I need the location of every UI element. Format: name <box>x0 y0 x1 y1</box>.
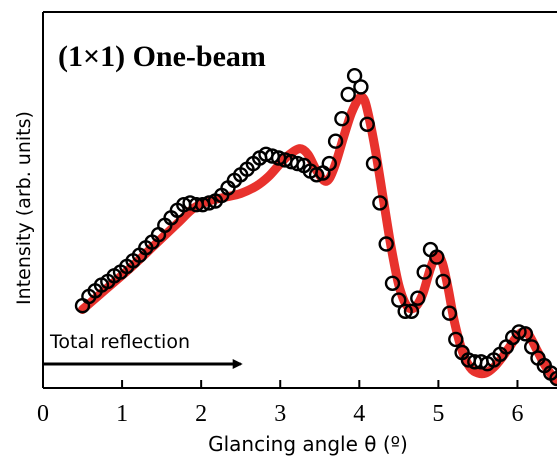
data-point <box>334 110 350 127</box>
data-point <box>289 155 306 172</box>
data-point <box>359 116 375 133</box>
data-point <box>429 249 445 265</box>
annotation-label: Total reflection <box>49 331 190 353</box>
data-point <box>201 195 217 211</box>
x-tick-label: 5 <box>432 401 444 427</box>
data-point <box>403 303 420 319</box>
x-axis-label: Glancing angle θ (º) <box>208 432 408 456</box>
data-point <box>391 292 407 308</box>
data-point <box>365 155 382 172</box>
data-point <box>511 324 527 340</box>
x-tick-label: 0 <box>37 401 49 427</box>
data-point <box>321 155 337 172</box>
chart-title: (1×1) One-beam <box>58 40 266 73</box>
x-tick-label: 3 <box>274 401 286 427</box>
data-point <box>372 195 388 211</box>
data-point <box>378 236 394 252</box>
data-point <box>308 167 325 183</box>
data-point <box>517 326 534 342</box>
data-point <box>353 79 369 95</box>
data-point <box>524 339 540 355</box>
data-point <box>327 133 344 149</box>
data-point <box>346 67 363 84</box>
x-tick-label: 4 <box>353 401 365 427</box>
data-point <box>397 303 413 319</box>
data-point <box>410 290 426 306</box>
data-point <box>416 264 432 280</box>
data-point <box>384 275 401 291</box>
measured-points-group <box>74 67 557 387</box>
data-point <box>340 86 356 103</box>
data-point <box>441 305 458 321</box>
data-point <box>549 370 557 387</box>
x-ticks-group: 0 1 2 3 4 5 6 <box>37 380 523 427</box>
y-axis-label: Intensity (arb. units) <box>13 111 35 305</box>
x-tick-label: 6 <box>511 401 523 427</box>
x-tick-label: 1 <box>116 401 128 427</box>
data-point <box>448 331 464 348</box>
x-tick-label: 2 <box>195 401 207 427</box>
data-point <box>435 273 451 290</box>
